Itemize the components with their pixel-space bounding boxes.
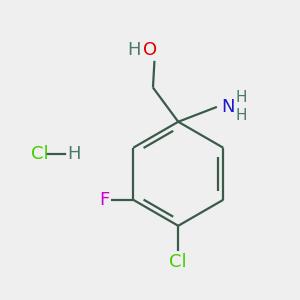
Text: H: H bbox=[128, 41, 141, 59]
Text: H: H bbox=[236, 108, 247, 123]
Text: H: H bbox=[67, 146, 80, 164]
Text: H: H bbox=[236, 91, 247, 106]
Text: Cl: Cl bbox=[31, 146, 49, 164]
Text: N: N bbox=[221, 98, 235, 116]
Text: F: F bbox=[99, 191, 110, 209]
Text: Cl: Cl bbox=[169, 253, 187, 271]
Text: O: O bbox=[142, 41, 157, 59]
